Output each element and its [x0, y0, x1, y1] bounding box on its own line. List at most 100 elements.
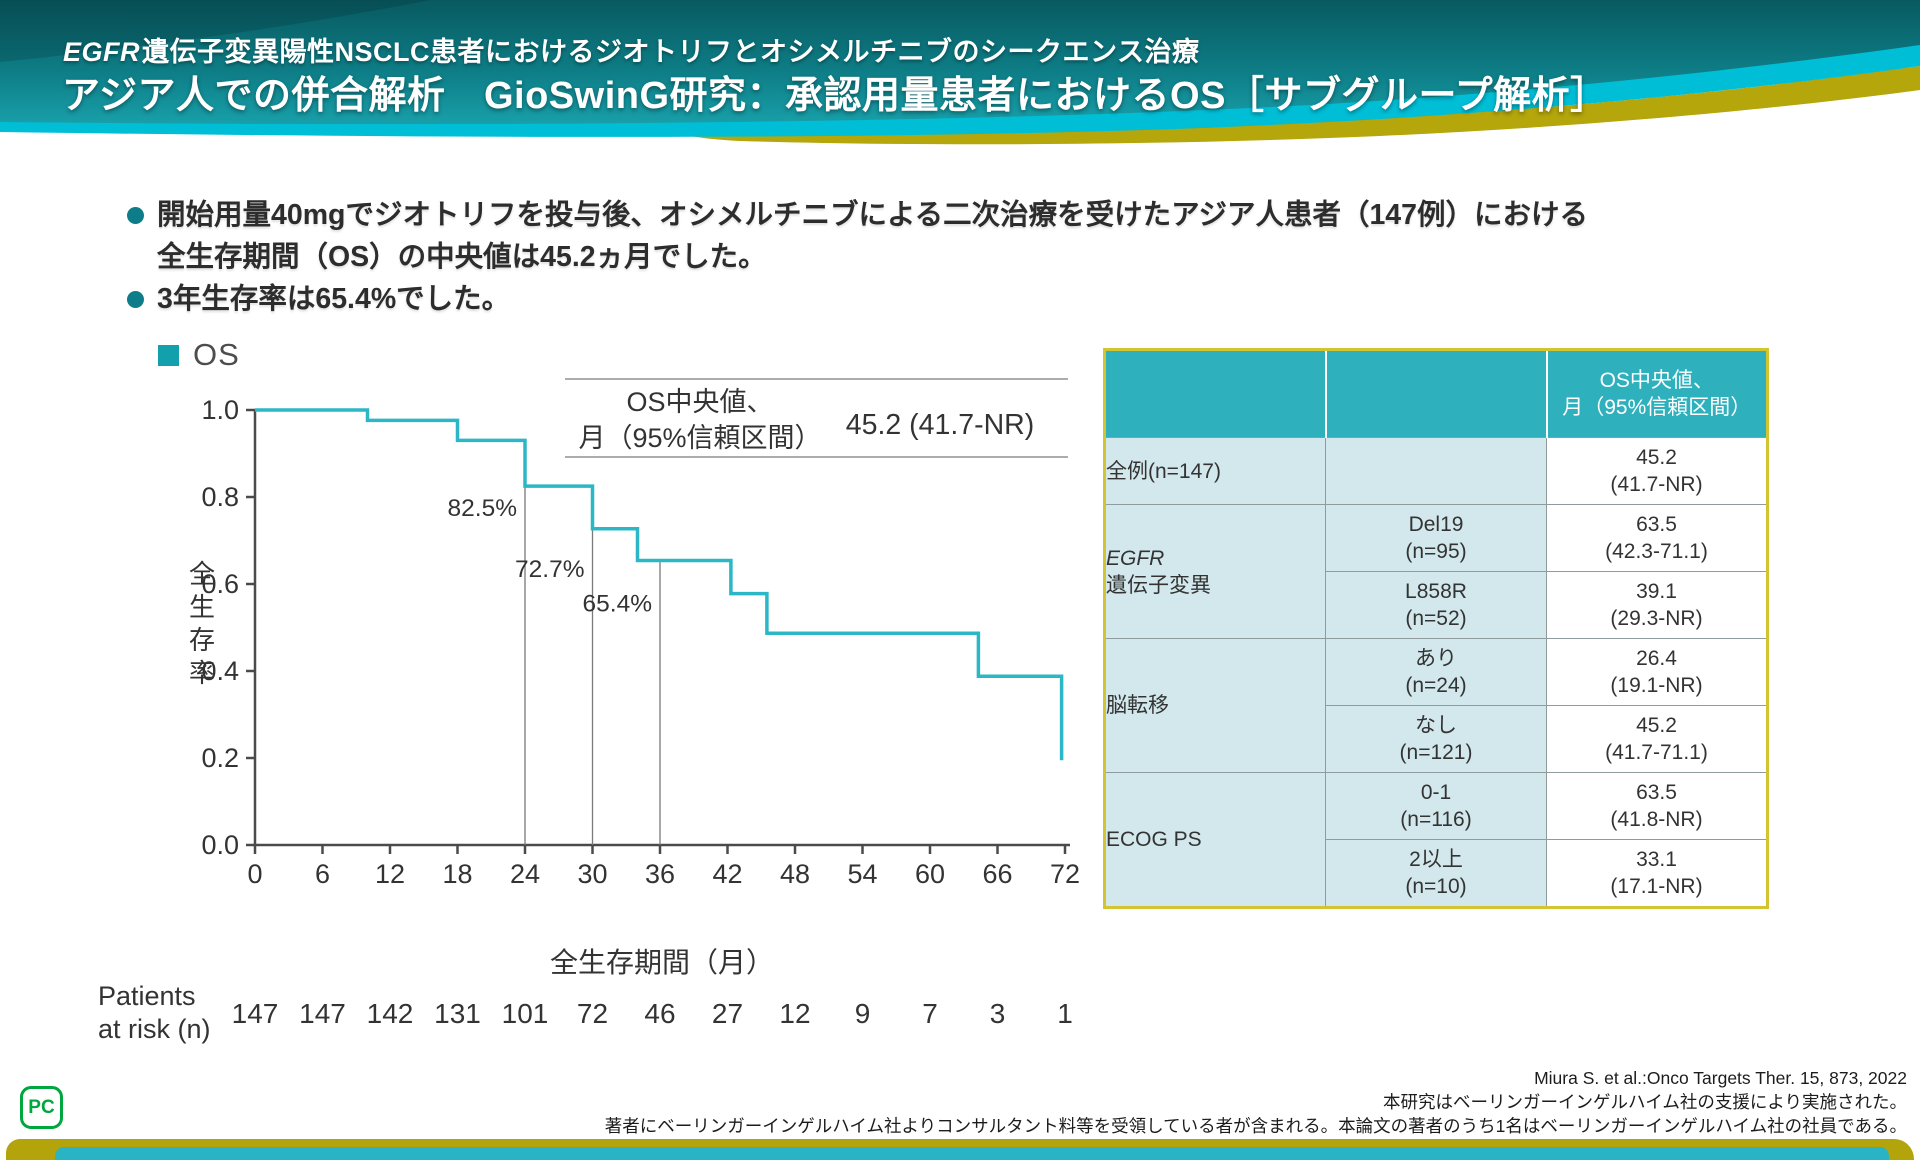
subgroup-cell: Del19 (n=95) [1325, 504, 1547, 572]
table-row: 全例(n=147) 45.2 (41.7-NR) [1104, 437, 1768, 505]
bullet-dot-icon [127, 291, 144, 308]
km-survival-chart: OS中央値、月（95%信頼区間） 45.2 (41.7-NR) 0.0 0.2 0.4 0… [98, 378, 1080, 1044]
section-square-icon [158, 344, 179, 366]
footer-line-1: Miura S. et al.:Onco Targets Ther. 15, 8… [1534, 1068, 1907, 1088]
chart-section-header: OS [158, 337, 240, 373]
patients-at-risk-value: 131 [434, 998, 481, 1029]
table-row: なし (n=121) 45.2 (41.7-71.1) [1105, 705, 1768, 773]
os-median-cell: 26.4 (19.1-NR) [1546, 638, 1768, 706]
patients-at-risk-label: at risk (n) [98, 1014, 211, 1044]
bullet-item-1: 開始用量40mgでジオトリフを投与後、オシメルチニブによる二次治療を受けたアジア… [127, 194, 1588, 278]
x-tick-label: 0 [247, 859, 262, 889]
header-yellow-swoosh [680, 66, 1920, 145]
patients-at-risk-label: Patients [98, 981, 196, 1011]
bullet-text-1-line2: 全生存期間（OS）の中央値は45.2ヵ月でした。 [157, 241, 767, 273]
group-cell: ECOG PS [1104, 772, 1326, 908]
os-median-cell: 45.2 (41.7-NR) [1546, 437, 1768, 505]
patients-at-risk-value: 1 [1057, 998, 1073, 1029]
y-tick-label: 0.2 [201, 743, 239, 773]
y-tick-label: 0.8 [201, 482, 239, 512]
section-label: OS [193, 337, 240, 372]
x-tick-label: 36 [645, 859, 675, 889]
group-cell: 脳転移 [1104, 638, 1326, 773]
os-median-cell: 39.1 (29.3-NR) [1546, 571, 1768, 639]
x-tick-label: 48 [780, 859, 810, 889]
bullet-text-1-line1: 開始用量40mgでジオトリフを投与後、オシメルチニブによる二次治療を受けたアジア… [157, 199, 1589, 231]
subgroup-cell: あり (n=24) [1325, 638, 1547, 706]
header-dark-swoosh [0, 0, 430, 62]
footer-line-3: 著者にベーリンガーインゲルハイム社よりコンサルタント料等を受領している者が含まれ… [604, 1116, 1907, 1136]
table-row: EGFR 遺伝子変異 Del19 (n=95) 63.5 (42.3-71.1) [1104, 504, 1768, 639]
km-curve [255, 408, 1064, 761]
pc-logo: PC [20, 1086, 63, 1129]
subgroup-cell: なし (n=121) [1325, 705, 1547, 773]
patients-at-risk-value: 147 [232, 998, 279, 1029]
header-banner [0, 0, 1920, 145]
x-tick-label: 30 [577, 859, 607, 889]
table-header-row: OS中央値、 月（95%信頼区間） [1104, 349, 1768, 438]
patients-at-risk-value: 7 [922, 998, 938, 1029]
bullet-text-1: 開始用量40mgでジオトリフを投与後、オシメルチニブによる二次治療を受けたアジア… [157, 194, 1588, 278]
os-median-cell: 63.5 (42.3-71.1) [1546, 504, 1768, 572]
legend-median-value: 45.2 (41.7-NR) [846, 409, 1035, 441]
patients-at-risk-value: 12 [779, 998, 810, 1029]
survival-rate-annotation: 65.4% [583, 591, 652, 618]
survival-rate-annotation: 82.5% [448, 495, 517, 522]
subgroup-cell [1325, 437, 1547, 505]
header-subtitle-italic: EGFR [63, 37, 141, 67]
table-row: ECOG PS 0-1 (n=116) 63.5 (41.8-NR) [1104, 772, 1768, 908]
patients-at-risk-value: 147 [299, 998, 346, 1029]
legend-label: 月（95%信頼区間） [578, 423, 821, 453]
patients-at-risk-value: 46 [644, 998, 675, 1029]
x-tick-label: 6 [315, 859, 330, 889]
patients-at-risk-value: 142 [367, 998, 414, 1029]
x-tick-label: 72 [1050, 859, 1080, 889]
x-axis-title: 全生存期間（月） [550, 947, 774, 978]
y-tick-label: 0.4 [201, 656, 239, 686]
y-tick-label: 0.0 [201, 830, 239, 860]
footer-citations: Miura S. et al.:Onco Targets Ther. 15, 8… [605, 1066, 1907, 1138]
table-row: 脳転移 あり (n=24) 26.4 (19.1-NR) [1104, 638, 1768, 773]
group-cell: EGFR 遺伝子変異 [1104, 504, 1326, 639]
y-tick-label: 0.6 [201, 569, 239, 599]
patients-at-risk-value: 101 [502, 998, 549, 1029]
patients-at-risk-value: 3 [990, 998, 1006, 1029]
subgroup-table: OS中央値、 月（95%信頼区間） 全例(n=147) 45.2 (41.7-NR) EG… [1103, 348, 1769, 909]
table-header-empty [1325, 349, 1548, 438]
x-tick-label: 54 [847, 859, 877, 889]
subgroup-cell: 2以上 (n=10) [1325, 839, 1547, 908]
pc-logo-text: PC [28, 1096, 55, 1118]
x-tick-label: 42 [712, 859, 742, 889]
y-axis-title-char: 全 [189, 559, 215, 589]
bullet-item-2: 3年生存率は65.4%でした。 [127, 278, 1588, 320]
subgroup-cell: 0-1 (n=116) [1325, 772, 1547, 840]
x-tick-label: 24 [510, 859, 540, 889]
page-title: アジア人での併合解析 GioSwinG研究：承認用量患者におけるOS［サブグルー… [62, 75, 1609, 117]
os-median-cell: 33.1 (17.1-NR) [1546, 839, 1768, 908]
y-axis-title-char: 存 [189, 625, 215, 655]
bottom-band-teal [55, 1147, 1889, 1160]
y-axis-title-char: 生 [189, 592, 215, 622]
y-axis-title-char: 率 [189, 658, 215, 688]
survival-rate-annotation: 72.7% [515, 556, 584, 583]
y-tick-label: 1.0 [201, 395, 239, 425]
table-row: 2以上 (n=10) 33.1 (17.1-NR) [1105, 839, 1768, 908]
table-header-empty [1104, 349, 1327, 438]
header-cyan-swoosh [0, 45, 1920, 137]
header-subtitle-rest: 遺伝子変異陽性NSCLC患者におけるジオトリフとオシメルチニブのシークエンス治療 [142, 37, 1200, 67]
key-findings: 開始用量40mgでジオトリフを投与後、オシメルチニブによる二次治療を受けたアジア… [127, 194, 1588, 320]
group-cell: 全例(n=147) [1104, 437, 1326, 505]
patients-at-risk-value: 9 [855, 998, 871, 1029]
subgroup-table-wrap: OS中央値、 月（95%信頼区間） 全例(n=147) 45.2 (41.7-NR) EG… [1103, 348, 1769, 909]
os-median-cell: 63.5 (41.8-NR) [1546, 772, 1768, 840]
x-tick-label: 66 [982, 859, 1012, 889]
table-row: L858R (n=52) 39.1 (29.3-NR) [1105, 571, 1768, 639]
x-tick-label: 18 [442, 859, 472, 889]
footer-line-2: 本研究はベーリンガーインゲルハイム社の支援により実施された。 [1383, 1092, 1907, 1112]
patients-at-risk-value: 72 [577, 998, 608, 1029]
table-header-os-median: OS中央値、 月（95%信頼区間） [1546, 349, 1768, 438]
patients-at-risk-value: 27 [712, 998, 743, 1029]
header-subtitle: EGFR遺伝子変異陽性NSCLC患者におけるジオトリフとオシメルチニブのシークエ… [63, 30, 1199, 69]
x-tick-label: 12 [375, 859, 405, 889]
